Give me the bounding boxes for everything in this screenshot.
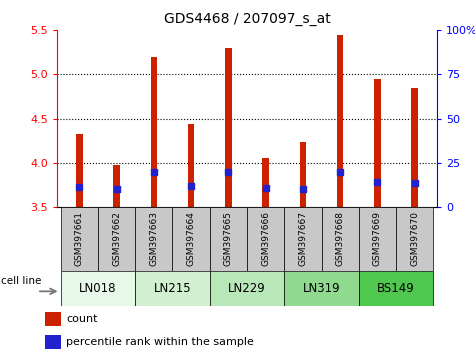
- Bar: [300, 142, 306, 207]
- Text: GSM397664: GSM397664: [187, 211, 196, 267]
- Bar: [188, 124, 194, 207]
- Point: [299, 187, 307, 192]
- Text: GSM397667: GSM397667: [298, 211, 307, 267]
- Bar: [359, 271, 433, 306]
- Bar: [45, 312, 61, 326]
- Text: percentile rank within the sample: percentile rank within the sample: [66, 337, 255, 347]
- Bar: [135, 207, 172, 271]
- Bar: [172, 207, 210, 271]
- Text: GSM397666: GSM397666: [261, 211, 270, 267]
- Text: LN319: LN319: [303, 282, 340, 295]
- Point: [225, 169, 232, 175]
- Bar: [411, 88, 418, 207]
- Point: [411, 181, 418, 186]
- Bar: [76, 133, 83, 207]
- Point: [150, 169, 158, 175]
- Bar: [374, 79, 381, 207]
- Text: GSM397668: GSM397668: [336, 211, 345, 267]
- Bar: [262, 159, 269, 207]
- Point: [262, 185, 269, 190]
- Text: GSM397662: GSM397662: [112, 211, 121, 267]
- Bar: [210, 207, 247, 271]
- Bar: [135, 271, 210, 306]
- Text: count: count: [66, 314, 98, 324]
- Bar: [45, 335, 61, 349]
- Bar: [225, 48, 232, 207]
- Bar: [284, 207, 322, 271]
- Title: GDS4468 / 207097_s_at: GDS4468 / 207097_s_at: [163, 12, 331, 26]
- Point: [187, 183, 195, 189]
- Bar: [113, 165, 120, 207]
- Point: [374, 179, 381, 185]
- Text: LN018: LN018: [79, 282, 117, 295]
- Text: LN229: LN229: [228, 282, 266, 295]
- Bar: [98, 207, 135, 271]
- Text: LN215: LN215: [154, 282, 191, 295]
- Point: [76, 184, 83, 190]
- Text: cell line: cell line: [1, 276, 42, 286]
- Point: [336, 169, 344, 175]
- Text: GSM397669: GSM397669: [373, 211, 382, 267]
- Text: GSM397670: GSM397670: [410, 211, 419, 267]
- Bar: [322, 207, 359, 271]
- Text: BS149: BS149: [377, 282, 415, 295]
- Bar: [247, 207, 284, 271]
- Bar: [284, 271, 359, 306]
- Text: GSM397661: GSM397661: [75, 211, 84, 267]
- Text: GSM397665: GSM397665: [224, 211, 233, 267]
- Bar: [61, 207, 98, 271]
- Bar: [359, 207, 396, 271]
- Bar: [337, 34, 343, 207]
- Text: GSM397663: GSM397663: [149, 211, 158, 267]
- Bar: [396, 207, 433, 271]
- Bar: [210, 271, 284, 306]
- Point: [113, 187, 120, 192]
- Bar: [61, 271, 135, 306]
- Bar: [151, 57, 157, 207]
